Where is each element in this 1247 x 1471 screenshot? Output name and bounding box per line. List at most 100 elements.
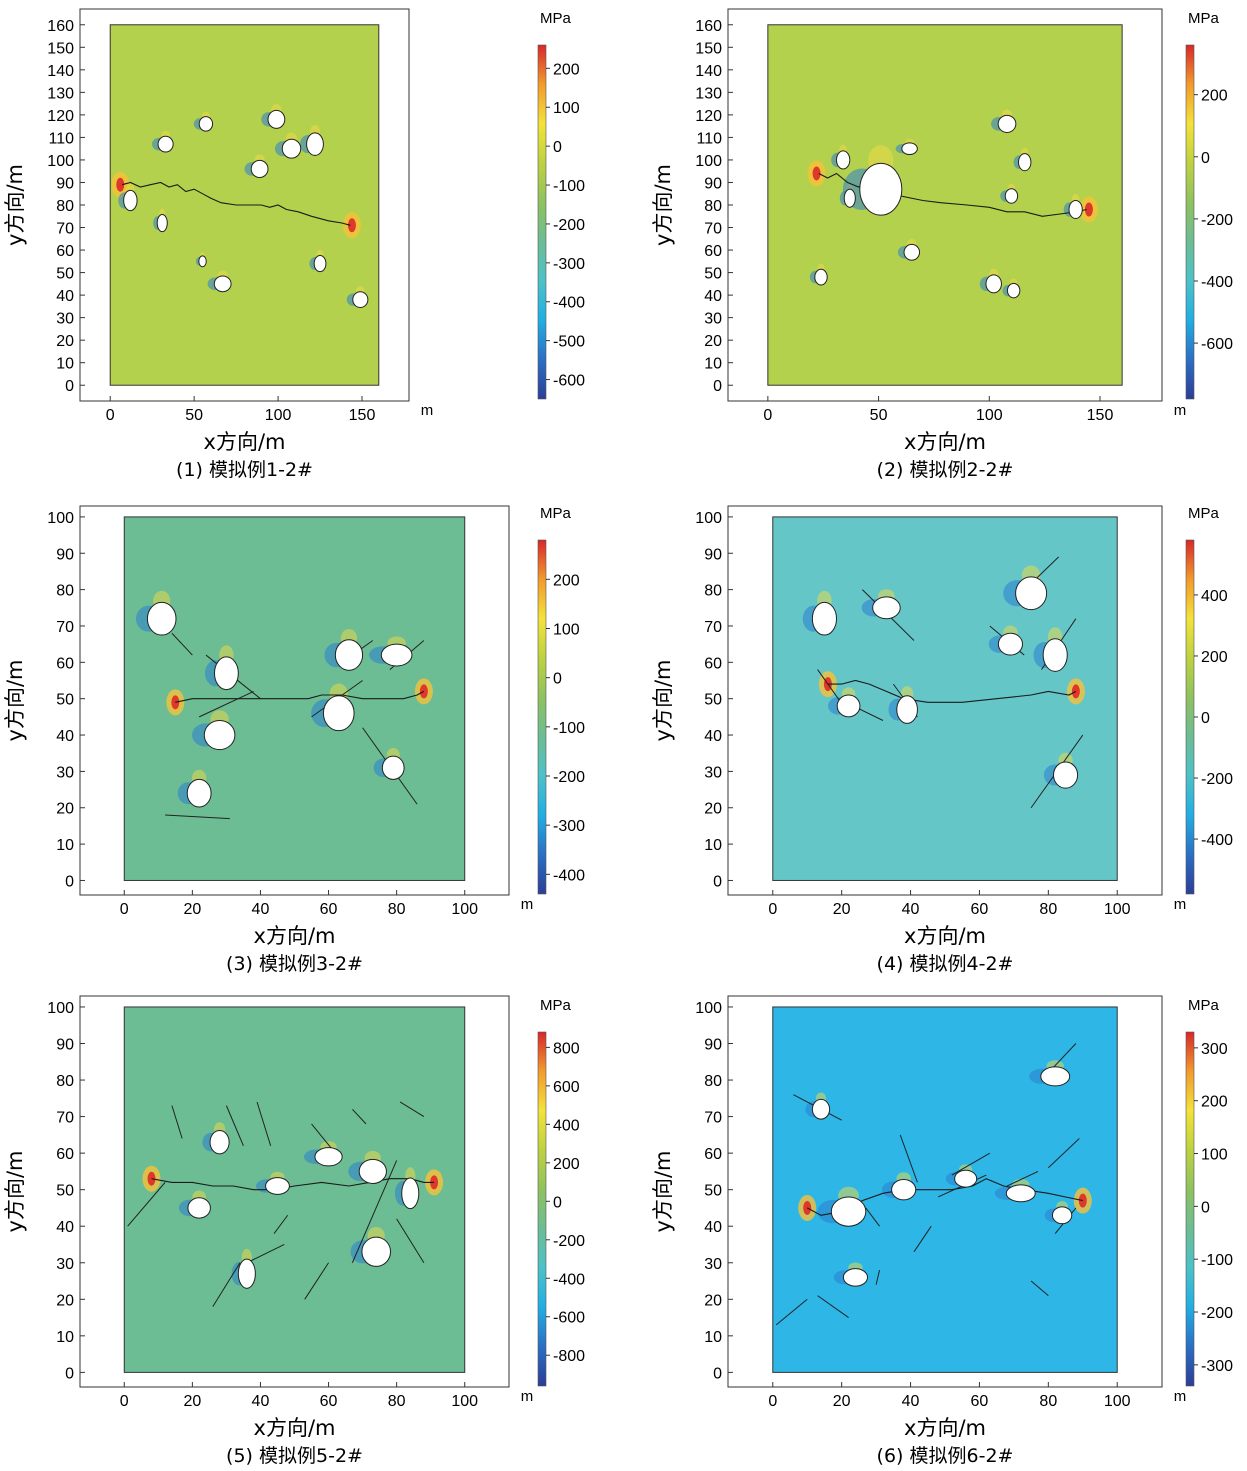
hole: [842, 1268, 869, 1287]
fracture-line: [352, 1108, 367, 1125]
y-tick-label: 10: [56, 356, 74, 373]
y-tick-label: 0: [713, 378, 722, 395]
x-axis-label: x方向/m: [254, 1416, 336, 1440]
main-crack: [827, 679, 1077, 703]
y-tick-label: 10: [56, 1329, 74, 1346]
x-tick-label: 50: [185, 407, 203, 424]
hole: [903, 243, 921, 261]
colorbar-tick-label: -100: [553, 720, 585, 737]
y-tick-label: 50: [56, 266, 74, 283]
hole: [209, 1129, 230, 1155]
colorbar-tick-label: 300: [1201, 1041, 1228, 1058]
x-axis-label: x方向/m: [904, 430, 986, 454]
field-overlay: [111, 104, 369, 309]
fracture-line: [1030, 1280, 1049, 1297]
x-tick-label: 20: [833, 901, 851, 918]
colorbar-tick-label: -100: [553, 178, 585, 195]
colorbar-tick-label: -400: [553, 295, 585, 312]
y-tick-label: 80: [56, 583, 74, 600]
y-axis-label: y方向/m: [651, 660, 675, 742]
hole: [1015, 576, 1048, 611]
colorbar-tick-label: 100: [553, 100, 580, 117]
colorbar-tick-label: -600: [1201, 336, 1233, 353]
colorbar-tick-label: 0: [553, 671, 562, 688]
colorbar-tick-label: 200: [553, 572, 580, 589]
hole: [267, 109, 286, 129]
x-tick-label: 40: [252, 901, 270, 918]
fracture-line: [899, 1134, 918, 1183]
hole: [265, 1177, 290, 1195]
panel-caption: (2) 模拟例2-2#: [877, 459, 1014, 481]
colorbar-tick-label: 0: [1201, 1199, 1210, 1216]
hole: [361, 1236, 392, 1267]
y-tick-label: 100: [47, 1000, 74, 1017]
hole: [186, 778, 212, 808]
fracture-line: [171, 1105, 183, 1139]
colorbar-tick-label: 100: [553, 622, 580, 639]
x-tick-label: 0: [768, 901, 777, 918]
crack-tip-hot: [347, 218, 356, 233]
x-tick-label: 40: [902, 1393, 920, 1410]
y-tick-label: 80: [56, 1073, 74, 1090]
hole: [352, 291, 369, 309]
x-unit-label: m: [1174, 402, 1187, 419]
x-tick-label: 150: [349, 407, 376, 424]
panel-caption: (5) 模拟例5-2#: [226, 1445, 363, 1467]
y-tick-label: 120: [695, 108, 722, 125]
colorbar-tick-label: -400: [1201, 832, 1233, 849]
colorbar-tick-label: -600: [553, 373, 585, 390]
colorbar: [537, 1031, 547, 1387]
colorbar-tick-label: 400: [1201, 588, 1228, 605]
y-tick-label: 110: [696, 130, 722, 147]
x-unit-label: m: [1174, 1388, 1187, 1405]
x-tick-label: 40: [252, 1393, 270, 1410]
y-tick-label: 20: [704, 801, 722, 818]
y-tick-label: 140: [47, 63, 74, 80]
colorbar-tick-label: 200: [1201, 88, 1228, 105]
y-tick-label: 50: [704, 266, 722, 283]
hole: [358, 1158, 387, 1184]
y-tick-label: 50: [704, 1183, 722, 1200]
colorbar-tick-label: -400: [553, 1271, 585, 1288]
hole: [1004, 188, 1019, 204]
y-tick-label: 130: [695, 85, 722, 102]
chart-panel-3: 0 20 40 60 80 100 0 10 20 30 40 50 60 70 80 90 100 m x方向/m…: [3, 505, 585, 975]
colorbar-tick-label: 600: [553, 1079, 580, 1096]
y-tick-label: 140: [695, 63, 722, 80]
hole: [1005, 1184, 1036, 1203]
x-tick-label: 60: [320, 1393, 338, 1410]
crack-tip-hot: [1084, 202, 1093, 217]
hole: [322, 695, 355, 732]
colorbar-tick-label: 200: [1201, 649, 1228, 666]
hole: [381, 755, 405, 780]
panel-caption: (6) 模拟例6-2#: [877, 1445, 1014, 1467]
hole: [1018, 153, 1032, 172]
y-tick-label: 80: [704, 1073, 722, 1090]
hole: [954, 1169, 978, 1188]
hole: [156, 213, 168, 233]
x-tick-label: 0: [106, 407, 115, 424]
y-tick-label: 90: [704, 175, 722, 192]
hole: [985, 274, 1002, 294]
hole: [901, 142, 918, 156]
x-tick-label: 0: [763, 407, 772, 424]
x-tick-label: 80: [388, 1393, 406, 1410]
colorbar-tick-label: -200: [1201, 771, 1233, 788]
hole: [896, 695, 918, 724]
y-tick-label: 20: [704, 1292, 722, 1309]
hole: [250, 159, 269, 179]
colorbar-tick-label: 0: [1201, 150, 1210, 167]
y-tick-label: 90: [704, 546, 722, 563]
hole: [843, 188, 856, 208]
hole: [1006, 282, 1021, 299]
y-tick-label: 40: [56, 728, 74, 745]
hole: [1051, 1206, 1073, 1225]
hole: [313, 254, 327, 273]
fracture-line: [775, 1298, 808, 1326]
fracture-line: [246, 1244, 285, 1264]
x-tick-label: 80: [1039, 901, 1057, 918]
colorbar-tick-label: 0: [553, 1194, 562, 1211]
stress-field: [772, 516, 1118, 881]
x-tick-label: 100: [265, 407, 292, 424]
y-tick-label: 70: [56, 619, 74, 636]
